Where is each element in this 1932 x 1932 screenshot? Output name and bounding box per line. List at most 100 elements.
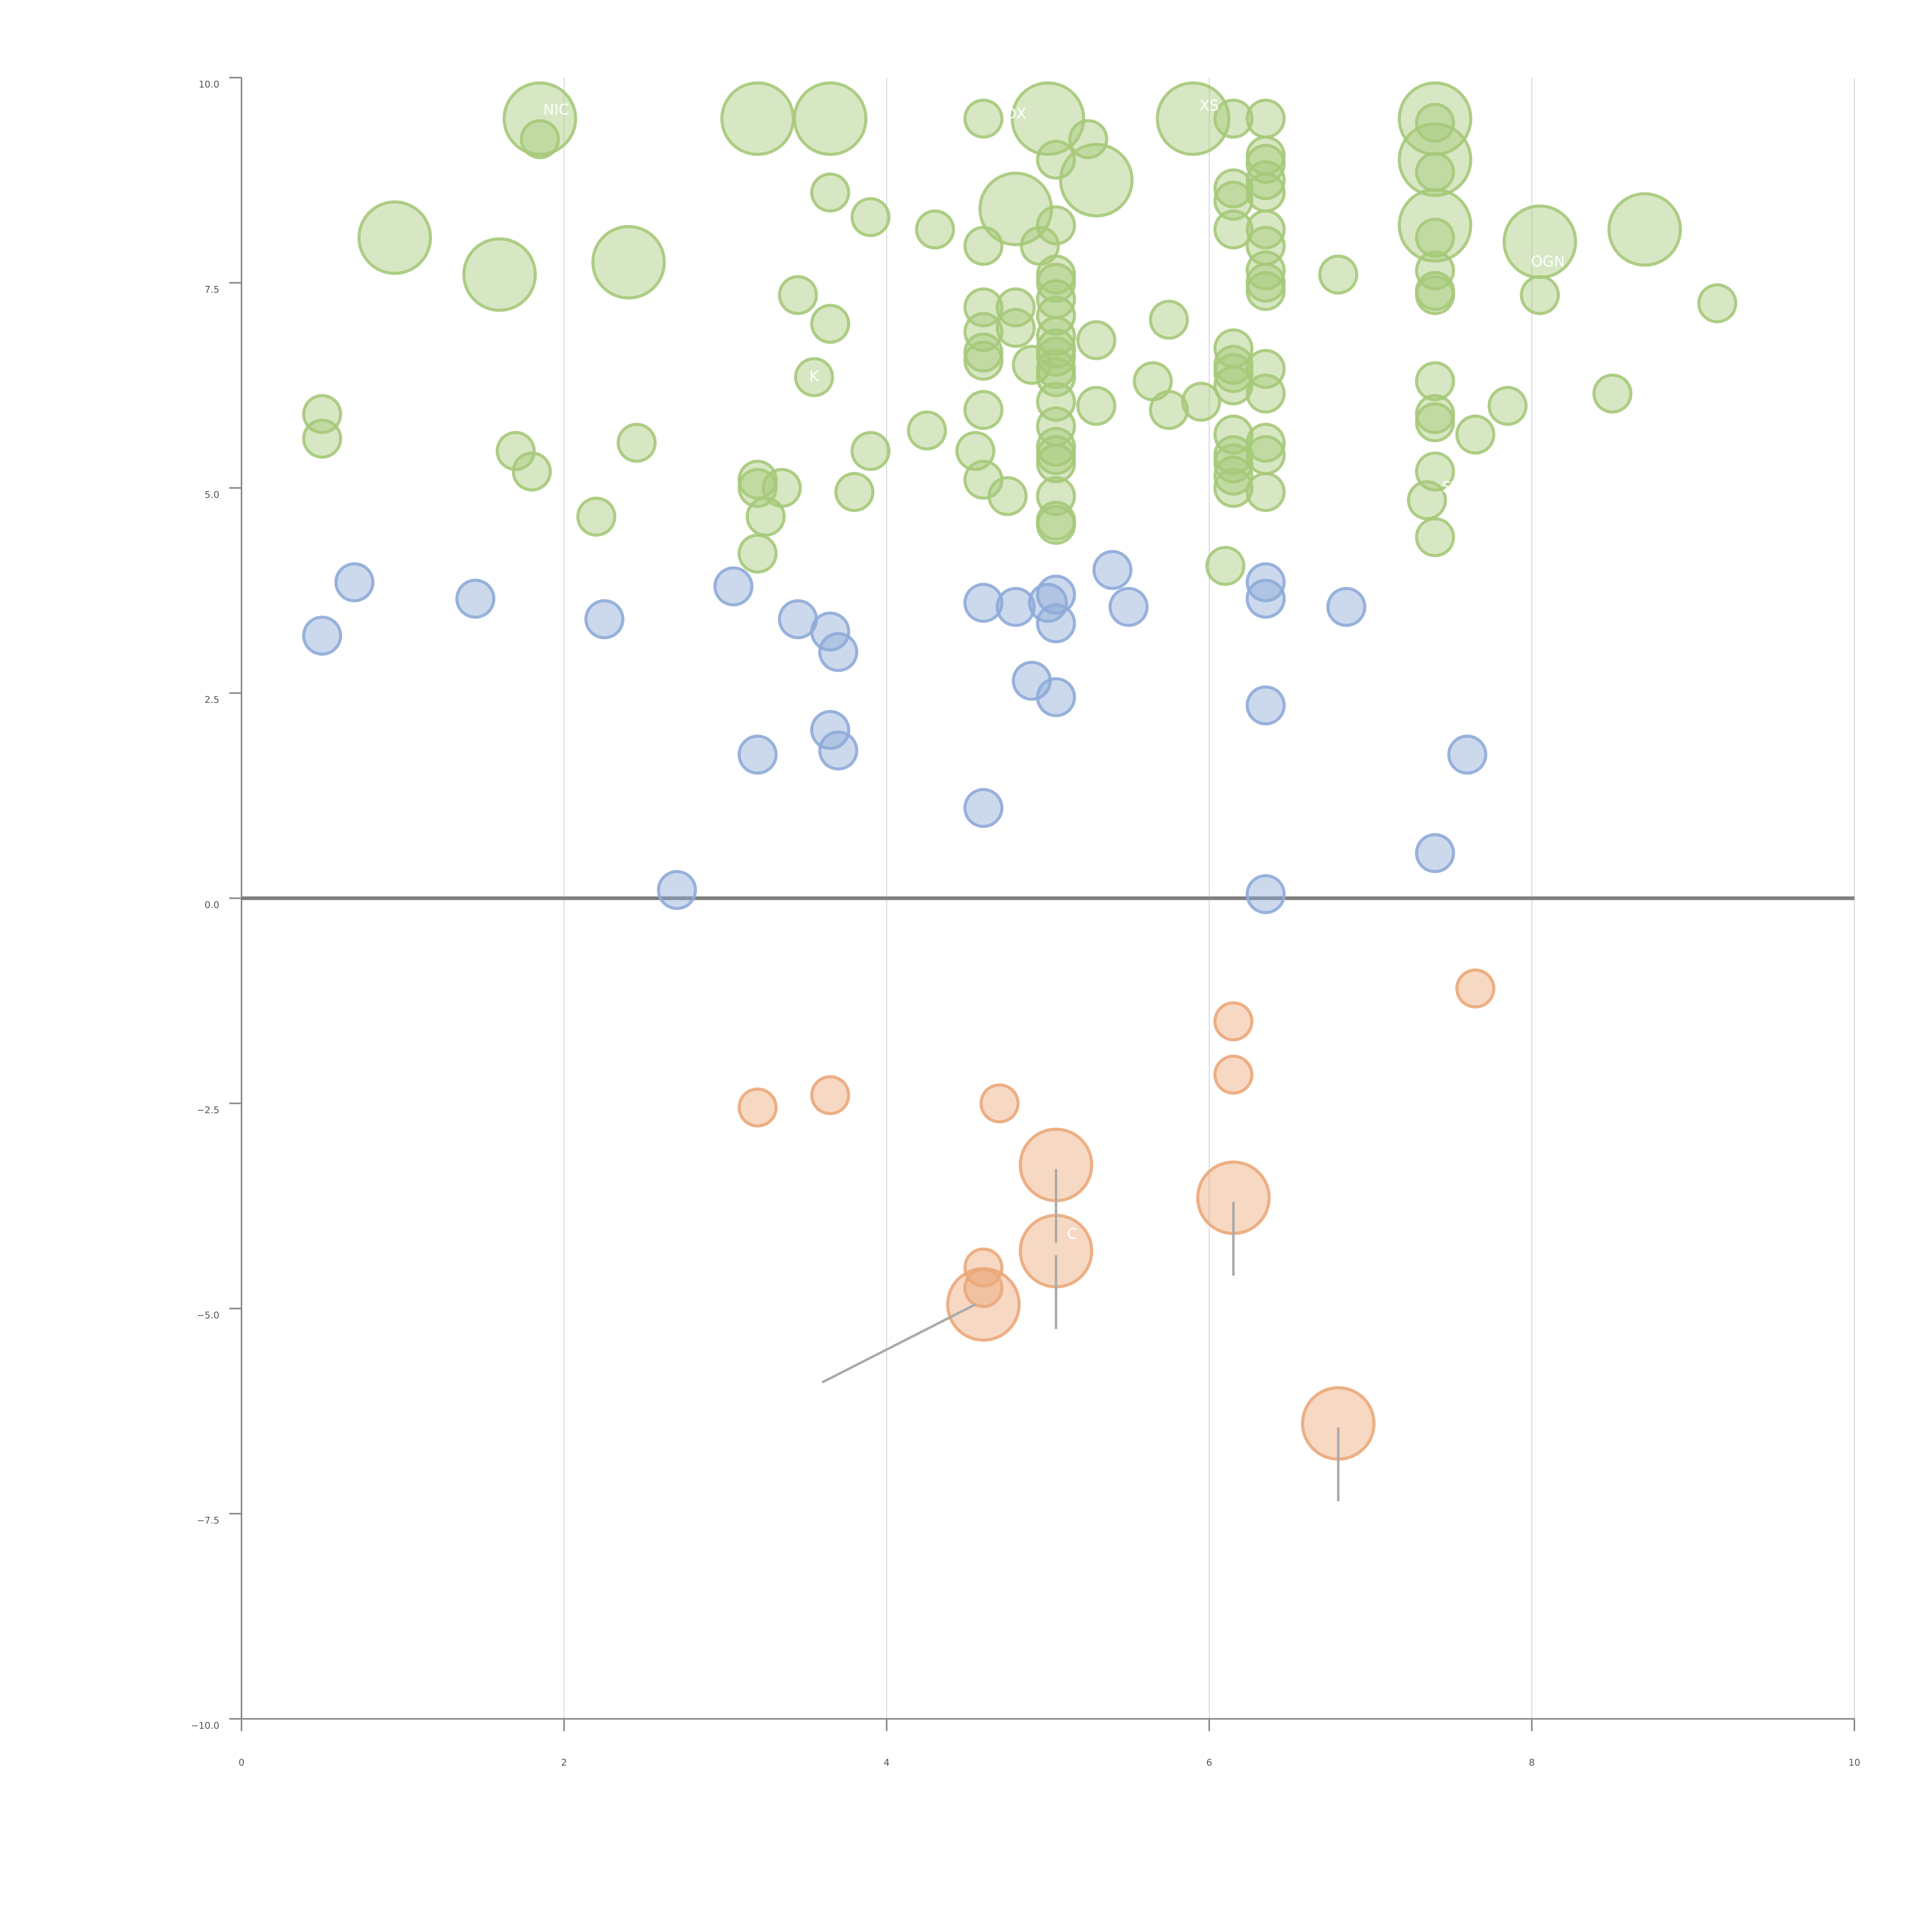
point-label: K (809, 368, 819, 385)
data-point (1076, 386, 1117, 426)
data-point (963, 390, 1003, 430)
data-point (1108, 587, 1149, 627)
data-point (302, 418, 342, 459)
data-point (1318, 254, 1359, 295)
point-label: DX (1005, 105, 1026, 122)
data-point (1455, 414, 1496, 455)
data-point (1036, 443, 1076, 483)
data-point (1415, 275, 1455, 315)
data-point (1592, 373, 1633, 414)
data-point (995, 287, 1036, 328)
data-points (302, 81, 1738, 1461)
data-point (850, 197, 891, 237)
x-tick-label: 0 (238, 1757, 244, 1768)
data-point (1213, 414, 1253, 455)
data-point (1415, 361, 1455, 401)
point-label: ST (1442, 478, 1461, 495)
data-point (1205, 546, 1246, 586)
data-point (963, 788, 1003, 828)
data-point (1036, 205, 1076, 245)
data-point (1447, 735, 1488, 775)
data-point (794, 357, 834, 397)
point-label: XS (1199, 97, 1219, 114)
data-point (737, 735, 778, 775)
point-label: C (1067, 1225, 1077, 1242)
data-point (1213, 209, 1253, 250)
data-point (455, 578, 496, 619)
data-point (1407, 480, 1447, 520)
data-point (1697, 283, 1738, 323)
data-point (946, 1267, 1021, 1342)
x-tick-label: 2 (561, 1757, 567, 1768)
data-point (1326, 587, 1367, 627)
data-point (1036, 677, 1076, 718)
data-point (1028, 583, 1068, 623)
data-point (810, 710, 850, 750)
data-point (980, 1083, 1020, 1124)
data-point (334, 562, 375, 602)
data-point (737, 533, 778, 574)
leader-line (821, 1303, 976, 1384)
data-point (520, 119, 560, 159)
data-point (1245, 271, 1286, 311)
data-point (818, 632, 859, 672)
y-tick-label: −7.5 (197, 1515, 219, 1526)
data-point (584, 599, 624, 639)
data-point (1059, 143, 1134, 218)
data-point (737, 1087, 778, 1128)
leader-lines (821, 1169, 1340, 1502)
data-point (1010, 81, 1085, 156)
data-point (1156, 81, 1231, 156)
data-point (1036, 505, 1076, 545)
point-labels: NIC DX XS X K OGN ST C (382, 97, 1565, 1242)
data-point (963, 226, 1003, 266)
data-point (720, 81, 795, 156)
data-point (462, 237, 537, 312)
data-point (810, 304, 850, 344)
data-point (1245, 874, 1286, 914)
data-point (1245, 250, 1286, 291)
data-point (1415, 218, 1455, 258)
x-tick-label: 10 (1849, 1757, 1861, 1768)
data-point (616, 423, 657, 463)
data-point (1245, 209, 1286, 250)
data-point (1213, 468, 1253, 508)
data-point (995, 308, 1036, 348)
data-point (1245, 373, 1286, 414)
data-point (302, 616, 342, 656)
point-label: NIC (543, 101, 569, 118)
point-label: OGN (1531, 253, 1565, 270)
data-point (907, 410, 947, 451)
data-point (1213, 1001, 1253, 1041)
data-point (1036, 139, 1076, 180)
data-point (1076, 320, 1117, 361)
data-point (1245, 144, 1286, 184)
data-point (963, 312, 1003, 352)
data-point (1036, 263, 1076, 303)
data-point (995, 587, 1036, 627)
x-tick-label: 6 (1206, 1757, 1212, 1768)
data-point (850, 431, 891, 471)
data-point (1213, 168, 1253, 209)
data-point (576, 497, 617, 537)
data-point (1036, 603, 1076, 643)
y-tick-label: 2.5 (204, 694, 219, 705)
data-point (1092, 550, 1133, 590)
data-point (745, 497, 786, 537)
data-point (963, 583, 1003, 623)
data-point (1213, 99, 1253, 139)
data-point (657, 870, 697, 910)
data-point (1245, 562, 1286, 602)
y-tick-label: −10.0 (191, 1720, 219, 1731)
data-point (1520, 275, 1560, 315)
data-point (810, 172, 850, 213)
data-point (1245, 99, 1286, 139)
y-tick-label: 10.0 (199, 79, 219, 90)
data-point (810, 611, 850, 652)
data-point (1012, 345, 1052, 385)
data-point (1181, 381, 1221, 422)
data-point (512, 451, 552, 492)
data-point (591, 225, 666, 300)
data-point (1245, 578, 1286, 619)
